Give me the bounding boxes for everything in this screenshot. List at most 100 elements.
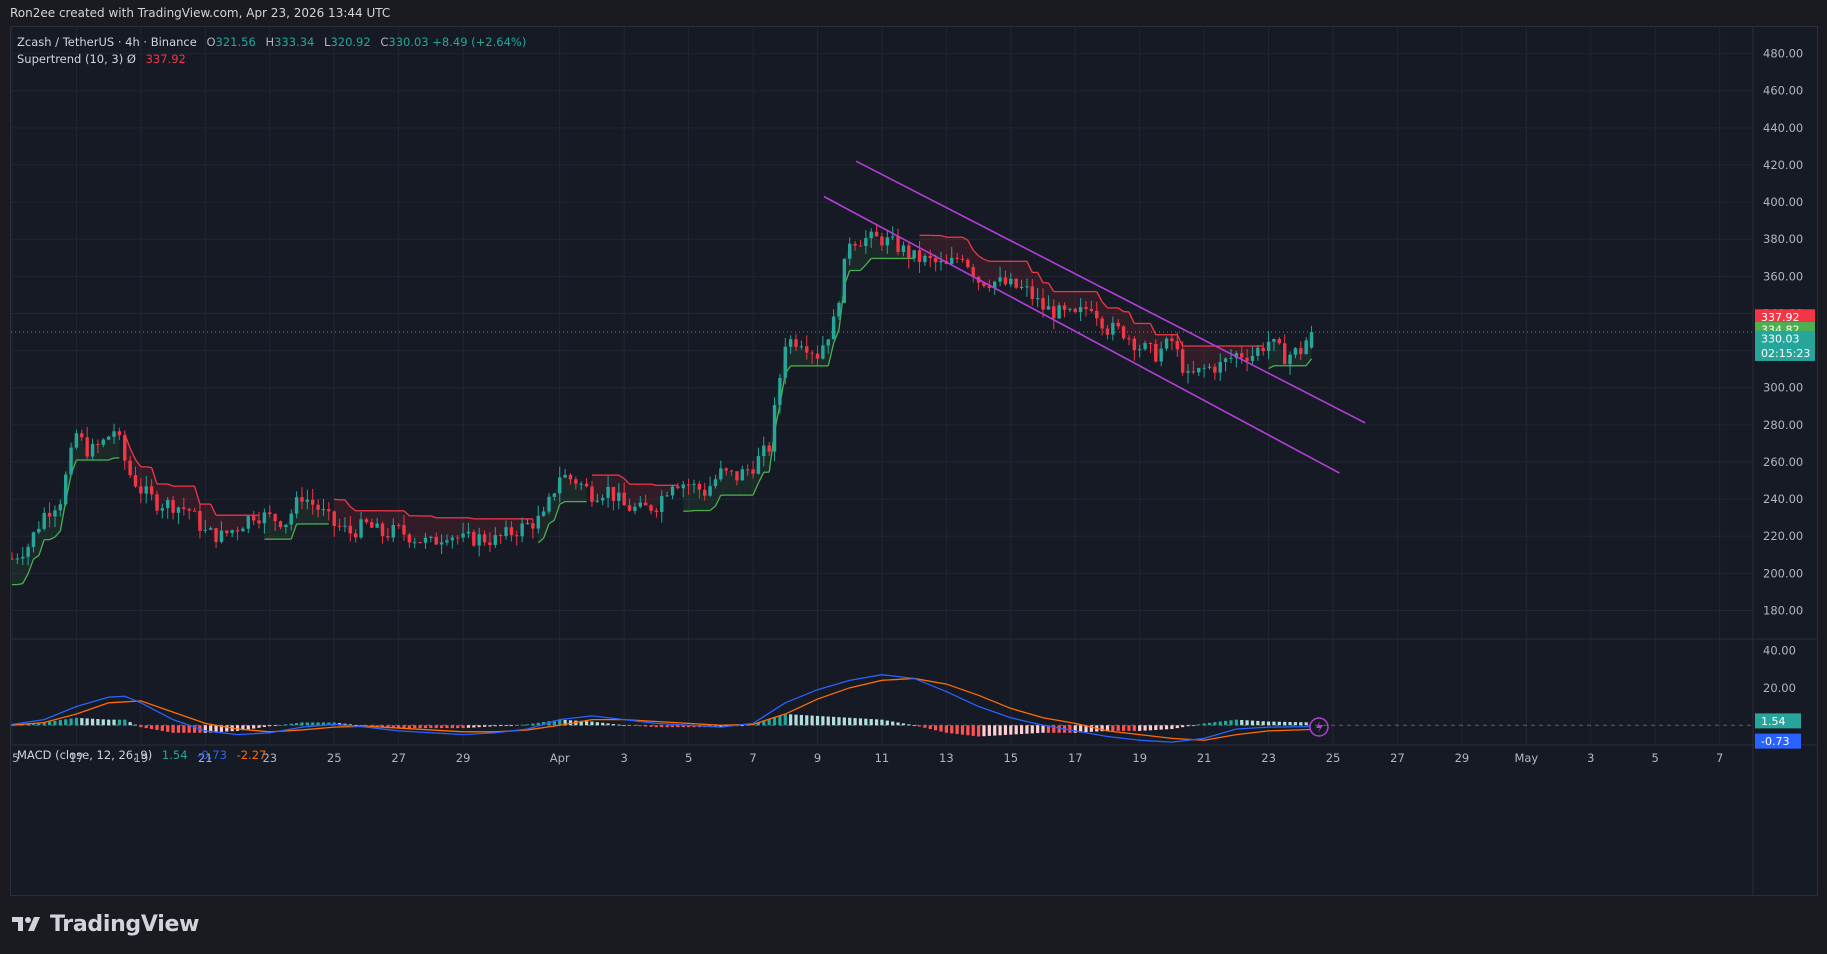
supertrend-fill	[570, 479, 576, 502]
time-tick-label: 7	[1716, 751, 1723, 765]
candle-body	[912, 250, 916, 259]
macd-histogram-bar	[348, 724, 352, 726]
time-tick-label: 17	[69, 751, 84, 765]
candle-body	[1309, 331, 1314, 348]
supertrend-fill	[205, 504, 211, 530]
candle-body	[300, 497, 304, 502]
macd-histogram-bar	[37, 722, 41, 726]
macd-histogram-bar	[407, 725, 411, 729]
macd-histogram-bar	[998, 725, 1002, 736]
candle-body	[434, 536, 438, 545]
candle-body	[998, 277, 1002, 282]
supertrend-line	[1101, 301, 1108, 309]
candle-body	[643, 502, 648, 506]
candle-body	[1229, 357, 1233, 359]
candle-body	[241, 528, 245, 532]
time-tick-label: 9	[814, 751, 821, 765]
supertrend-eye-icon[interactable]: Ø	[126, 52, 136, 66]
macd-label[interactable]: MACD (close, 12, 26, 9)	[17, 748, 153, 762]
supertrend-fill	[237, 515, 243, 532]
macd-histogram-bar	[1025, 725, 1029, 734]
tradingview-logo[interactable]: TradingView	[12, 912, 199, 937]
macd-histogram-bar	[171, 725, 175, 733]
macd-histogram-bar	[762, 720, 766, 726]
candle-body	[353, 533, 358, 538]
candle-body	[278, 521, 283, 528]
supertrend-line	[210, 503, 217, 516]
time-tick-label: 19	[134, 751, 149, 765]
supertrend-fill	[1139, 323, 1146, 350]
event-marker-icon[interactable]	[1309, 717, 1329, 737]
supertrend-line	[1047, 282, 1055, 292]
candle-body	[799, 346, 804, 348]
candle-body	[767, 445, 771, 452]
candle-body	[842, 258, 847, 303]
macd-histogram-bar	[584, 721, 589, 726]
candle-body	[558, 477, 562, 494]
candle-body	[343, 525, 347, 527]
supertrend-fill	[420, 516, 426, 543]
candle-body	[1046, 306, 1051, 310]
macd-histogram-bar	[64, 719, 68, 726]
candle-body	[1234, 353, 1239, 358]
candle-body	[160, 508, 165, 511]
macd-histogram-bar	[1299, 722, 1303, 726]
candle-body	[606, 486, 610, 498]
supertrend-fill	[876, 236, 882, 259]
candle-body	[1293, 348, 1298, 355]
macd-histogram-bar	[150, 725, 154, 730]
candle-body	[74, 433, 79, 448]
macd-histogram-bar	[1256, 720, 1260, 726]
candle-body	[262, 512, 267, 524]
symbol-legend[interactable]: Zcash / TetherUS · 4h · Binance O321.56 …	[17, 35, 526, 49]
candle-body	[1003, 277, 1008, 285]
chart-frame[interactable]: 480.00 460.00 440.00 420.00 400.00 380.00 360.…	[10, 26, 1818, 896]
macd-legend[interactable]: MACD (close, 12, 26, 9) 1.54 -0.73 -2.27	[17, 748, 266, 762]
macd-histogram-bar	[85, 718, 89, 726]
candle-body	[47, 512, 52, 517]
macd-histogram-bar	[42, 722, 46, 726]
macd-histogram-bar	[810, 715, 814, 726]
candle-body	[552, 493, 557, 497]
channel-lower-line[interactable]	[823, 195, 1340, 474]
candle-body	[955, 257, 959, 259]
candle-body	[15, 558, 20, 560]
candle-body	[370, 522, 374, 528]
supertrend-fill	[463, 517, 469, 534]
channel-upper-line[interactable]	[855, 160, 1366, 424]
symbol-title[interactable]: Zcash / TetherUS · 4h · Binance	[17, 35, 197, 49]
macd-histogram-bar	[53, 720, 57, 726]
supertrend-fill	[1209, 346, 1215, 373]
supertrend-fill	[226, 515, 233, 534]
supertrend-fill	[1161, 334, 1167, 349]
candle-body	[133, 475, 138, 487]
candle-body	[1164, 338, 1169, 349]
candle-body	[821, 345, 825, 359]
supertrend-legend[interactable]: Supertrend (10, 3) Ø 337.92	[17, 52, 186, 66]
macd-histogram-bar	[144, 725, 148, 729]
supertrend-label[interactable]: Supertrend (10, 3)	[17, 52, 124, 66]
candle-body	[1057, 305, 1061, 319]
supertrend-fill	[683, 484, 689, 512]
candle-body	[1250, 355, 1255, 361]
time-tick-label: 5	[1652, 751, 1659, 765]
candle-body	[772, 405, 777, 452]
macd-histogram-bar	[268, 725, 272, 727]
candle-body	[885, 237, 890, 246]
supertrend-line	[1096, 291, 1103, 303]
macd-histogram-bar	[1293, 722, 1298, 726]
chart-canvas[interactable]: 480.00 460.00 440.00 420.00 400.00 380.00 360.…	[11, 27, 1817, 895]
macd-histogram-bar	[1121, 725, 1126, 731]
candle-body	[563, 474, 567, 478]
macd-histogram-bar	[321, 722, 326, 726]
supertrend-fill	[457, 517, 464, 538]
macd-histogram-bar	[155, 725, 159, 730]
candle-body	[1218, 361, 1222, 373]
supertrend-fill	[747, 469, 754, 496]
supertrend-fill	[1021, 261, 1027, 288]
candle-body	[42, 512, 46, 529]
supertrend-line	[650, 483, 657, 486]
candle-body	[208, 528, 213, 530]
macd-histogram-bar	[1079, 725, 1083, 733]
supertrend-fill	[425, 516, 431, 538]
